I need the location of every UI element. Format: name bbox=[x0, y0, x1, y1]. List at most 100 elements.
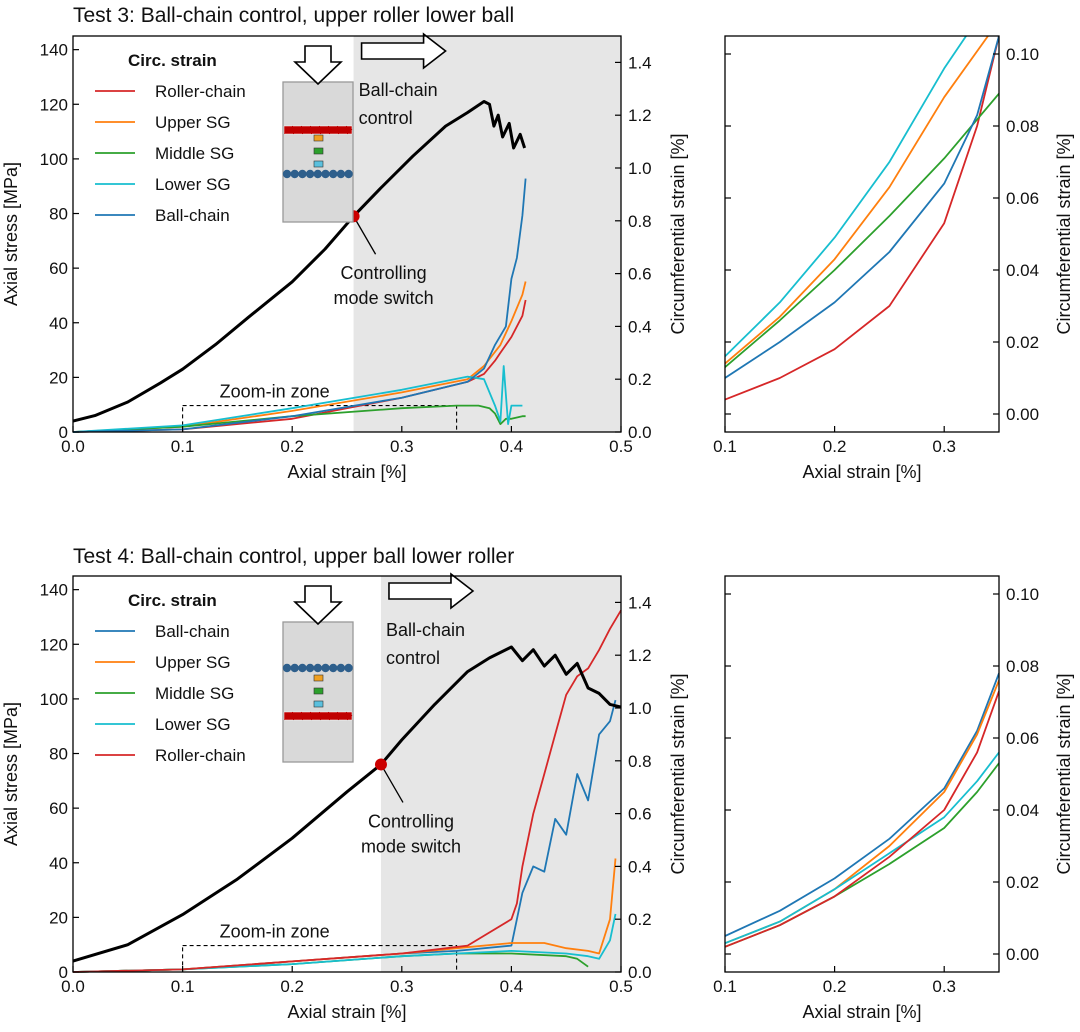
x-tick-label: 0.3 bbox=[390, 977, 414, 996]
y2-tick-label: 1.2 bbox=[628, 106, 652, 125]
y2-tick-label: 0.08 bbox=[1006, 657, 1039, 676]
y2-tick-label: 0.0 bbox=[628, 963, 652, 982]
series-line-lower-sg bbox=[72, 365, 523, 433]
ball-chain-marker bbox=[321, 169, 330, 179]
y2-tick-label: 0.00 bbox=[1006, 405, 1039, 424]
switch-label-line2: mode switch bbox=[361, 836, 461, 856]
x-tick-label: 0.5 bbox=[609, 977, 633, 996]
zoom-series-group bbox=[725, 36, 999, 401]
specimen-schematic-icon bbox=[282, 45, 354, 223]
y-tick-label: 40 bbox=[49, 854, 68, 873]
y2-tick-label: 0.2 bbox=[628, 910, 652, 929]
x-axis-label: Axial strain [%] bbox=[802, 462, 921, 482]
specimen-schematic-icon bbox=[282, 585, 354, 763]
ball-chain-marker bbox=[282, 663, 292, 673]
y-tick-label: 40 bbox=[49, 314, 68, 333]
y-tick-label: 20 bbox=[49, 908, 68, 927]
x-tick-label: 0.5 bbox=[609, 437, 633, 456]
control-label-line2: control bbox=[386, 648, 440, 668]
x-tick-label: 0.2 bbox=[280, 977, 304, 996]
right-arrow-icon bbox=[388, 572, 475, 610]
series-line-ball-chain bbox=[725, 36, 999, 379]
y2-tick-label: 0.6 bbox=[628, 805, 652, 824]
y2-tick-label: 0.04 bbox=[1006, 801, 1039, 820]
switch-label-line1: Controlling bbox=[368, 811, 454, 831]
ball-chain-marker bbox=[298, 663, 307, 673]
y2-tick-label: 0.4 bbox=[628, 317, 652, 336]
ball-chain-marker bbox=[313, 169, 322, 179]
series-line-upper-sg bbox=[72, 281, 527, 433]
test4-main-chart: Zoom-in zone Controlling mode switch Ball-c… bbox=[1, 545, 688, 1022]
ball-chain-marker bbox=[336, 663, 346, 673]
ball-chain-marker bbox=[344, 663, 353, 673]
x-tick-label: 0.0 bbox=[61, 437, 85, 456]
y2-axis-label: Circumferential strain [%] bbox=[668, 133, 688, 334]
plot-frame bbox=[724, 575, 1000, 973]
x-tick-label: 0.3 bbox=[932, 437, 956, 456]
y-tick-label: 20 bbox=[49, 368, 68, 387]
y2-tick-label: 0.2 bbox=[628, 370, 652, 389]
y2-tick-label: 0.8 bbox=[628, 212, 652, 231]
stress-curve bbox=[72, 100, 527, 423]
zoom-in-label: Zoom-in zone bbox=[220, 922, 330, 942]
y-tick-label: 80 bbox=[49, 745, 68, 764]
y2-tick-label: 1.4 bbox=[628, 53, 652, 72]
x-tick-label: 0.1 bbox=[713, 437, 737, 456]
test3-main-chart: Zoom-in zone Controlling mode switch Ball-c… bbox=[1, 4, 688, 482]
y2-tick-label: 0.6 bbox=[628, 265, 652, 284]
y-tick-label: 100 bbox=[40, 690, 68, 709]
y2-tick-label: 0.02 bbox=[1006, 333, 1039, 352]
series-line-upper-sg bbox=[725, 36, 989, 365]
legend-title: Circ. strain bbox=[128, 591, 217, 610]
y-tick-label: 60 bbox=[49, 259, 68, 278]
y-tick-label: 120 bbox=[40, 635, 68, 654]
y2-tick-label: 0.10 bbox=[1006, 45, 1039, 64]
chart-title: Test 4: Ball-chain control, upper ball l… bbox=[73, 545, 514, 568]
legend: Circ. strain Ball-chain Upper SG Middle SG L… bbox=[95, 591, 246, 765]
series-line-lower-sg bbox=[725, 36, 967, 358]
y2-tick-label: 0.8 bbox=[628, 752, 652, 771]
ball-chain-marker bbox=[329, 169, 338, 179]
y2-axis-label: Circumferential strain [%] bbox=[668, 673, 688, 874]
series-line-ball-chain bbox=[725, 672, 999, 937]
x-axis-label: Axial strain [%] bbox=[802, 1002, 921, 1022]
y-tick-label: 0 bbox=[59, 963, 68, 982]
x-tick-label: 0.3 bbox=[390, 437, 414, 456]
ball-chain-marker bbox=[313, 663, 322, 673]
x-tick-label: 0.2 bbox=[823, 437, 847, 456]
series-line-roller-chain bbox=[725, 36, 999, 401]
y2-axis-label: Circumferential strain [%] bbox=[1054, 673, 1074, 874]
ball-chain-marker bbox=[290, 663, 299, 673]
switch-pointer-line bbox=[380, 764, 404, 803]
roller-chain-marker bbox=[283, 711, 353, 721]
series-line-lower-sg bbox=[72, 913, 617, 973]
y2-tick-label: 1.4 bbox=[628, 593, 652, 612]
control-label-line1: Ball-chain bbox=[386, 620, 465, 640]
y2-tick-label: 0.02 bbox=[1006, 873, 1039, 892]
y2-tick-label: 0.4 bbox=[628, 857, 652, 876]
y2-axis-label: Circumferential strain [%] bbox=[1054, 133, 1074, 334]
y2-tick-label: 0.06 bbox=[1006, 729, 1039, 748]
x-tick-label: 0.4 bbox=[500, 437, 524, 456]
legend-label-middle-sg: Middle SG bbox=[155, 684, 234, 703]
stress-curve bbox=[72, 645, 622, 963]
roller-chain-marker bbox=[283, 125, 353, 135]
series-line-roller-chain bbox=[725, 690, 999, 948]
y2-tick-label: 0.08 bbox=[1006, 117, 1039, 136]
y2-tick-label: 0.04 bbox=[1006, 261, 1039, 280]
series-line-roller-chain bbox=[72, 609, 622, 973]
x-tick-label: 0.1 bbox=[713, 977, 737, 996]
middle-sg-marker bbox=[313, 147, 324, 155]
zoom-in-label: Zoom-in zone bbox=[220, 382, 330, 402]
x-axis-label: Axial strain [%] bbox=[287, 1002, 406, 1022]
upper-sg-marker bbox=[313, 134, 324, 142]
x-tick-label: 0.2 bbox=[280, 437, 304, 456]
middle-sg-marker bbox=[313, 687, 324, 695]
legend-label-ball-chain: Ball-chain bbox=[155, 622, 230, 641]
test3-zoom-chart: 0.1 0.2 0.3 0.00 0.02 0.04 0.06 0.08 0.10 Axial s… bbox=[713, 35, 1074, 482]
y2-tick-label: 0.0 bbox=[628, 423, 652, 442]
switch-label-line1: Controlling bbox=[341, 263, 427, 283]
chart-title: Test 3: Ball-chain control, upper roller… bbox=[73, 4, 514, 27]
y-axis-label: Axial stress [MPa] bbox=[1, 162, 21, 306]
legend-label-lower-sg: Lower SG bbox=[155, 175, 231, 194]
